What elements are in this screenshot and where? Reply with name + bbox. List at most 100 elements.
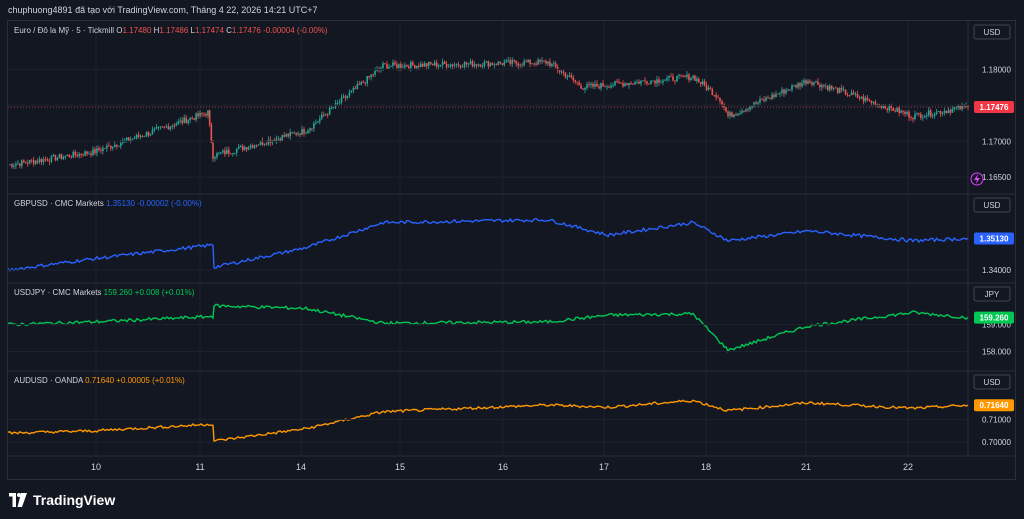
- lightning-icon-bolt: [974, 174, 980, 184]
- candle-body: [441, 61, 444, 66]
- candle-body: [23, 160, 25, 163]
- candle-body: [937, 111, 940, 112]
- multi-pane-chart[interactable]: 1011141516171821221.180001.175001.170001…: [8, 21, 1015, 479]
- candle-body: [576, 81, 578, 83]
- price-tick-label: 0.71000: [982, 416, 1011, 425]
- pane-legend-eurusd: Euro / Đô la Mỹ · 5 · Tickmill O1.17480 …: [14, 26, 328, 35]
- chart-area[interactable]: 1011141516171821221.180001.175001.170001…: [7, 20, 1016, 480]
- candle-body: [916, 113, 918, 115]
- candle-body: [92, 149, 94, 156]
- candle-body: [842, 89, 845, 91]
- candle-body: [668, 75, 670, 78]
- candle-body: [100, 150, 102, 152]
- candle-body: [163, 126, 166, 128]
- candle-body: [676, 75, 678, 82]
- candle-body: [303, 129, 305, 134]
- candle-body: [939, 111, 942, 114]
- candle-body: [80, 153, 82, 155]
- candle-body: [241, 145, 244, 150]
- candle-body: [233, 152, 236, 154]
- currency-box: [973, 374, 1011, 390]
- candle-body: [121, 140, 124, 144]
- candle-body: [807, 80, 809, 84]
- candle-body: [114, 144, 116, 148]
- candle-body: [40, 159, 43, 163]
- date-tick-label: 22: [903, 462, 913, 472]
- candle-body: [761, 99, 763, 100]
- candle-body: [149, 133, 152, 136]
- candle-body: [400, 64, 402, 68]
- candle-body: [70, 157, 73, 158]
- candle-body: [131, 138, 134, 140]
- candle-body: [30, 159, 33, 161]
- candle-body: [159, 126, 162, 128]
- candle-body: [76, 155, 78, 157]
- candle-body: [247, 147, 250, 150]
- candle-body: [703, 81, 706, 86]
- candle-body: [739, 112, 741, 114]
- candle-body: [423, 63, 426, 67]
- candle-body: [220, 152, 222, 154]
- candle-body: [467, 63, 470, 65]
- candle-body: [28, 159, 31, 164]
- candle-body: [896, 107, 898, 112]
- candle-body: [17, 163, 19, 165]
- candle-body: [931, 115, 934, 117]
- candle-body: [181, 120, 184, 123]
- candle-body: [112, 147, 114, 149]
- candle-body: [525, 61, 527, 63]
- candle-body: [558, 70, 561, 72]
- candle-body: [935, 111, 938, 115]
- candle-body: [537, 59, 539, 65]
- candle-body: [356, 84, 359, 89]
- candle-body: [68, 154, 71, 158]
- candle-body: [821, 84, 823, 88]
- candle-body: [636, 81, 638, 83]
- candle-body: [570, 75, 573, 78]
- candle-body: [137, 134, 140, 137]
- candle-body: [628, 82, 630, 86]
- candle-body: [96, 148, 98, 154]
- candle-body: [171, 125, 174, 127]
- candle-body: [918, 113, 920, 115]
- candle-body: [108, 145, 110, 147]
- candle-body: [535, 63, 537, 65]
- last-price-text: 1.35130: [980, 234, 1009, 243]
- candle-body: [208, 110, 211, 125]
- low-label: L: [191, 26, 196, 35]
- candle-body: [44, 159, 47, 160]
- candle-body: [414, 65, 416, 69]
- candle-body: [727, 111, 729, 116]
- series-line-gbpusd: [8, 217, 969, 272]
- candle-body: [289, 131, 291, 137]
- candle-body: [218, 152, 220, 154]
- candle-body: [435, 62, 438, 67]
- candle-body: [674, 80, 676, 82]
- candle-body: [370, 74, 372, 78]
- date-tick-label: 14: [296, 462, 306, 472]
- candle-body: [933, 114, 936, 116]
- candle-body: [920, 114, 922, 118]
- candle-body: [929, 110, 932, 117]
- candle-body: [245, 147, 248, 150]
- date-tick-label: 17: [599, 462, 609, 472]
- pane-legend-gbpusd: GBPUSD · CMC Markets 1.35130 -0.00002 (-…: [14, 199, 202, 208]
- candle-body: [825, 85, 827, 87]
- change-value: +0.008 (+0.01%): [135, 288, 195, 297]
- candle-body: [503, 62, 506, 65]
- candle-body: [320, 114, 323, 119]
- candle-body: [823, 84, 825, 86]
- candle-body: [898, 107, 900, 114]
- candle-body: [50, 155, 53, 162]
- candle-body: [600, 83, 602, 89]
- tradingview-logo[interactable]: TradingView: [8, 492, 115, 508]
- candle-body: [340, 97, 343, 103]
- candle-body: [104, 147, 106, 149]
- candle-body: [878, 104, 881, 106]
- price-tick-label: 1.16500: [982, 173, 1011, 182]
- price-tick-label: 159.000: [982, 321, 1011, 330]
- candle-body: [682, 75, 684, 77]
- candle-body: [398, 64, 400, 68]
- candle-body: [866, 97, 869, 101]
- candle-body: [523, 61, 525, 66]
